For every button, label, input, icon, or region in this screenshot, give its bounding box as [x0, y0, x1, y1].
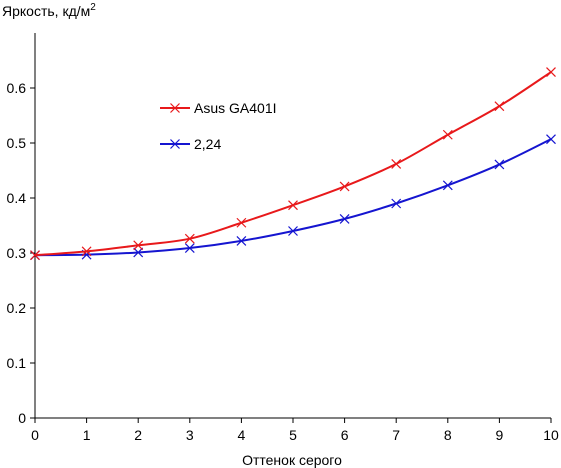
data-point-stroke [546, 134, 556, 145]
legend: Asus GA401I 2,24 [160, 100, 277, 152]
data-point-stroke [339, 213, 350, 224]
y-tick-label: 0.4 [7, 190, 27, 206]
y-axis-label-superscript: 2 [90, 2, 96, 13]
data-point-stroke [494, 159, 505, 170]
data-point-stroke [236, 235, 247, 246]
data-point [391, 158, 402, 169]
series-line [34, 71, 552, 257]
legend-item: 2,24 [160, 136, 221, 152]
data-point [236, 235, 247, 246]
data-point-stroke [391, 198, 402, 209]
y-tick-label: 0.2 [7, 300, 27, 316]
legend-marker-stroke [170, 103, 180, 113]
y-tick-label: 0.1 [7, 355, 27, 371]
series-layer [30, 67, 556, 261]
x-tick-label: 10 [543, 427, 559, 443]
data-point [133, 247, 144, 258]
y-axis-title: Яркость, кд/м2 [2, 2, 96, 19]
data-point [81, 246, 92, 257]
data-point [288, 200, 298, 211]
data-point [442, 180, 453, 191]
data-point [546, 67, 556, 77]
data-point [339, 181, 350, 192]
data-point-stroke [288, 226, 298, 236]
x-tick-label: 4 [238, 427, 246, 443]
x-tick-label: 8 [444, 427, 452, 443]
data-point-stroke [442, 180, 453, 191]
x-tick-label: 0 [31, 427, 39, 443]
data-point [494, 159, 505, 170]
axes: 0 0.1 0.2 0.3 0.4 0.5 0.6 0 1 2 3 4 5 6 7 8 9 10 [7, 33, 559, 443]
y-tick-label: 0.6 [7, 80, 27, 96]
y-tick-label: 0.3 [7, 245, 27, 261]
svg-text:Яркость, кд/м2: Яркость, кд/м2 [2, 2, 96, 19]
data-point [442, 129, 453, 140]
data-point [339, 213, 350, 224]
x-tick-label: 2 [134, 427, 142, 443]
data-point-stroke [288, 200, 298, 211]
legend-label: 2,24 [194, 136, 221, 152]
data-point-stroke [339, 181, 350, 192]
data-point [133, 240, 144, 251]
series-line [34, 138, 552, 257]
data-point [236, 217, 247, 228]
data-point-stroke [81, 246, 92, 257]
data-point-stroke [184, 243, 195, 253]
data-point-stroke [391, 158, 402, 169]
data-point-stroke [494, 101, 505, 112]
data-point-stroke [442, 129, 453, 140]
x-tick-label: 5 [289, 427, 297, 443]
data-point [184, 233, 195, 244]
data-point [494, 101, 505, 112]
data-point-stroke [133, 240, 144, 251]
data-point-stroke [133, 247, 144, 258]
data-point-stroke [546, 67, 556, 77]
data-point [30, 250, 40, 261]
x-tick-label: 6 [341, 427, 349, 443]
data-point-stroke [236, 217, 247, 228]
series-0 [30, 67, 556, 261]
legend-marker [170, 139, 180, 149]
y-tick-label: 0 [18, 410, 26, 426]
legend-label: Asus GA401I [194, 100, 277, 116]
data-point [391, 198, 402, 209]
legend-marker-stroke [170, 139, 180, 149]
data-point [184, 243, 195, 253]
x-tick-label: 1 [83, 427, 91, 443]
x-tick-label: 9 [496, 427, 504, 443]
data-point-stroke [184, 233, 195, 244]
series-1 [30, 134, 556, 261]
y-tick-label: 0.5 [7, 135, 27, 151]
x-tick-label: 3 [186, 427, 194, 443]
data-point [546, 134, 556, 145]
x-axis-label: Оттенок серого [242, 452, 342, 468]
data-point [288, 226, 298, 236]
legend-item: Asus GA401I [160, 100, 277, 116]
y-axis-label: Яркость, кд/м [2, 3, 90, 19]
legend-marker [170, 103, 180, 113]
data-point-stroke [30, 250, 40, 261]
x-tick-label: 7 [392, 427, 400, 443]
